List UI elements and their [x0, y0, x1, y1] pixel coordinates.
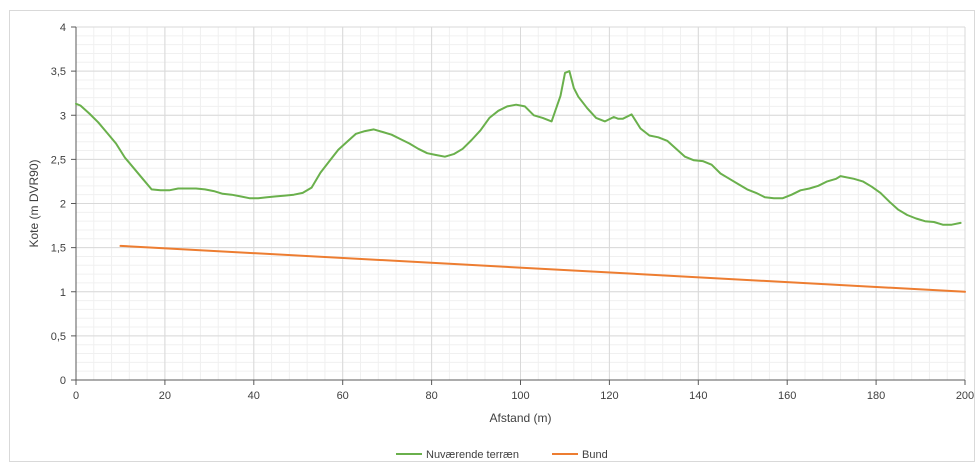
x-axis-title: Afstand (m) — [489, 411, 551, 425]
x-tick-label: 60 — [337, 390, 349, 402]
y-tick-label: 4 — [60, 22, 66, 34]
series-line-1 — [119, 244, 966, 293]
x-tick-label: 200 — [956, 390, 974, 402]
x-tick-label: 0 — [73, 390, 79, 402]
x-tick-label: 120 — [600, 390, 618, 402]
grid — [75, 26, 966, 381]
y-axis-title: Kote (m DVR90) — [27, 159, 41, 247]
legend: Nuværende terræn Bund — [396, 449, 608, 461]
y-tick-label: 2,5 — [51, 154, 66, 166]
series-layer — [75, 70, 966, 293]
y-tick-label: 3,5 — [51, 66, 66, 78]
x-tick-label: 100 — [511, 390, 529, 402]
y-tick-label: 1 — [60, 287, 66, 299]
y-tick-label: 1,5 — [51, 243, 66, 255]
y-tick-label: 3 — [60, 110, 66, 122]
y-tick-label: 0,5 — [51, 331, 66, 343]
x-tick-label: 160 — [778, 390, 796, 402]
y-tick-label: 2 — [60, 199, 66, 211]
y-tick-label: 0 — [60, 375, 66, 387]
axes — [71, 26, 966, 385]
legend-label-bund: Bund — [582, 449, 608, 461]
y-tick-labels: 0 0,5 1 1,5 2 2,5 3 3,5 4 — [51, 22, 66, 387]
series-line-0 — [75, 70, 962, 226]
chart-frame — [9, 10, 975, 462]
x-tick-label: 80 — [425, 390, 437, 402]
legend-label-nuvaerende-terraen: Nuværende terræn — [426, 449, 519, 461]
x-tick-label: 180 — [867, 390, 885, 402]
x-tick-labels: 0 20 40 60 80 100 120 140 160 180 200 — [73, 390, 974, 402]
x-tick-label: 140 — [689, 390, 707, 402]
x-tick-label: 20 — [159, 390, 171, 402]
x-tick-label: 40 — [248, 390, 260, 402]
